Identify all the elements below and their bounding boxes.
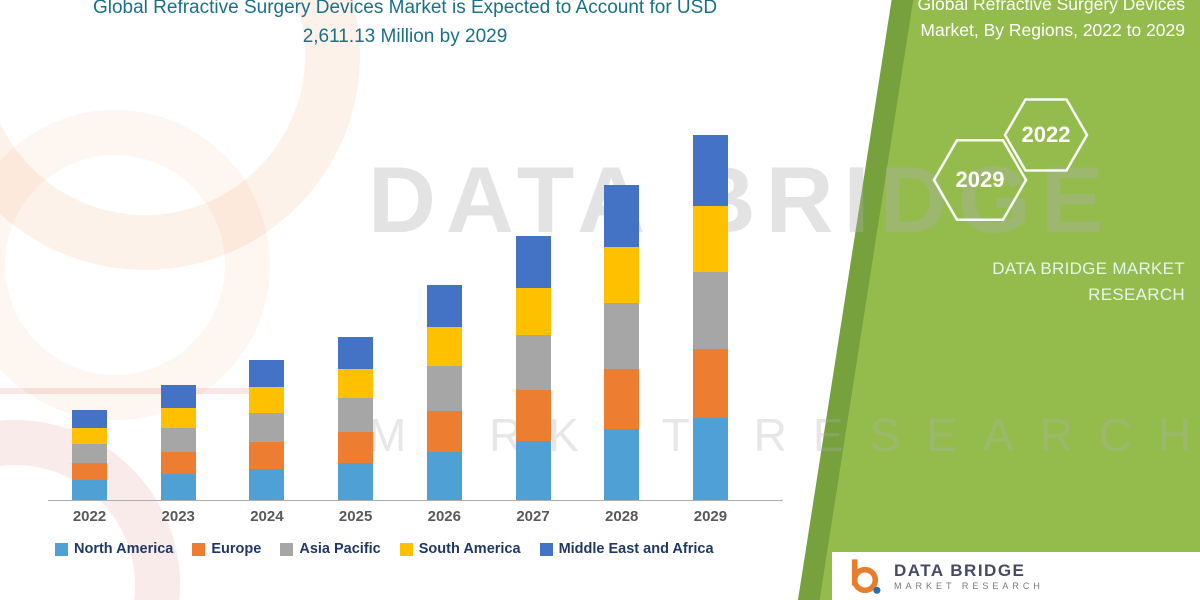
bar-segment <box>426 285 462 327</box>
legend-label: Middle East and Africa <box>558 541 714 557</box>
bar-segment <box>515 287 551 336</box>
year-hexagons: 2029 2022 <box>928 98 1098 237</box>
bar-2025 <box>338 337 374 500</box>
bar-segment <box>692 206 728 272</box>
legend-item: Middle East and Africa <box>539 541 714 557</box>
bar-segment <box>249 412 285 442</box>
hexagon-outline-2022 <box>1003 98 1089 172</box>
footer-logo-text: DATA BRIDGE MARKET RESEARCH <box>894 560 1044 593</box>
x-axis-label: 2022 <box>72 508 107 525</box>
x-axis-label: 2023 <box>161 508 195 525</box>
bar-2022 <box>72 409 107 500</box>
bar-segment <box>426 365 462 411</box>
legend-swatch <box>192 542 206 556</box>
bar-2028 <box>604 185 640 500</box>
bar-segment <box>249 441 285 469</box>
x-axis-labels: 2022 2023 2024 2025 2026 2027 2028 2029 <box>72 508 728 525</box>
bar-segment <box>426 326 462 366</box>
bar-2024 <box>249 359 285 500</box>
bar-segment <box>692 417 728 500</box>
footer-logo-name: DATA BRIDGE <box>894 560 1026 580</box>
x-axis-line <box>48 500 783 501</box>
bar-segment <box>72 409 107 428</box>
bar-segment <box>692 348 728 418</box>
legend-swatch <box>399 542 413 556</box>
data-bridge-logo-icon <box>851 559 881 594</box>
legend: North America Europe Asia Pacific South Ame… <box>55 541 714 557</box>
legend-label: Europe <box>211 541 262 557</box>
bar-segment <box>72 462 107 480</box>
side-panel-title: Global Refractive Surgery Devices Market… <box>917 0 1185 41</box>
hexagon-graphic: 2029 2022 <box>932 98 1089 222</box>
legend-swatch <box>539 542 553 556</box>
bar-segment <box>160 452 196 475</box>
side-panel-brand-text: DATA BRIDGE MARKET RESEARCH <box>992 259 1185 304</box>
legend-item: Asia Pacific <box>280 541 381 557</box>
bar-segment <box>338 432 374 464</box>
footer-logo: DATA BRIDGE MARKET RESEARCH <box>832 552 1200 600</box>
bar-segment <box>338 337 374 369</box>
legend-item: South America <box>399 541 521 557</box>
bar-segment <box>604 429 640 500</box>
x-axis-label: 2024 <box>250 508 284 525</box>
bar-segment <box>249 359 285 388</box>
bar-segment <box>692 271 728 349</box>
x-axis-label: 2025 <box>338 508 373 525</box>
x-axis-label: 2027 <box>516 508 550 525</box>
watermark-text: MARKET RESEARCH <box>368 409 1200 461</box>
bar-segment <box>160 428 196 453</box>
legend-swatch <box>55 542 68 556</box>
chart-title: Global Refractive Surgery Devices Market… <box>92 0 718 48</box>
bar-segment <box>515 335 551 391</box>
bar-segment <box>692 135 728 207</box>
bar-segment <box>515 390 551 441</box>
hexagon-outline-2029 <box>932 138 1028 222</box>
bar-segment <box>249 387 285 413</box>
bar-segment <box>72 479 107 500</box>
x-axis-label: 2028 <box>605 508 639 525</box>
bar-segment <box>604 185 640 247</box>
bar-segment <box>249 468 285 500</box>
bar-segment <box>515 440 551 500</box>
bar-segment <box>338 463 374 500</box>
bar-segment <box>160 407 196 429</box>
bars <box>72 120 728 500</box>
bar-segment <box>426 410 462 452</box>
bar-segment <box>426 451 462 500</box>
legend-label: Asia Pacific <box>299 541 381 557</box>
bar-segment <box>604 369 640 430</box>
bar-segment <box>72 427 107 445</box>
legend-item: North America <box>55 541 173 557</box>
brand-line-watermark <box>0 388 255 394</box>
x-axis-label: 2026 <box>427 508 461 525</box>
hexagon-year-2022: 2022 <box>1022 122 1071 147</box>
bar-segment <box>338 368 374 399</box>
bar-2027 <box>515 236 551 500</box>
hexagon-year-2029: 2029 <box>956 167 1005 192</box>
legend-swatch <box>280 542 294 556</box>
bar-segment <box>338 398 374 433</box>
bar-2026 <box>426 285 462 500</box>
bar-2023 <box>160 385 196 500</box>
bar-segment <box>160 474 196 500</box>
legend-item: Europe <box>192 541 261 557</box>
x-axis-label: 2029 <box>693 508 728 525</box>
bar-segment <box>604 246 640 304</box>
bar-segment <box>604 303 640 370</box>
watermark-text: DATA BRIDGE <box>368 147 1114 252</box>
bar-segment <box>72 444 107 463</box>
footer-logo-subname: MARKET RESEARCH <box>894 581 1044 591</box>
bar-2029 <box>692 135 728 500</box>
bar-segment <box>515 236 551 288</box>
legend-label: South America <box>418 541 521 557</box>
bar-segment <box>160 385 196 408</box>
legend-label: North America <box>74 541 174 557</box>
